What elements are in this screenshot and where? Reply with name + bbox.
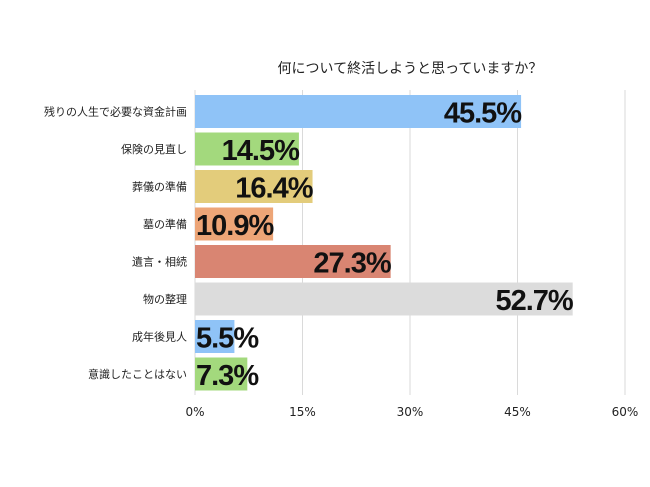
category-label: 保険の見直し <box>121 142 187 156</box>
x-tick-label: 15% <box>289 405 316 419</box>
bar-5 <box>195 282 573 316</box>
value-label: 45.5% <box>444 98 522 130</box>
bars <box>195 95 573 391</box>
bar-0 <box>195 95 522 128</box>
bar-1 <box>195 132 299 166</box>
x-tick-label: 30% <box>397 405 424 419</box>
value-label: 16.4% <box>235 173 313 205</box>
category-label: 成年後見人 <box>132 330 187 344</box>
bar-7 <box>195 357 248 391</box>
category-label: 墓の準備 <box>143 217 187 231</box>
x-tick-label: 60% <box>612 405 639 419</box>
x-tick-label: 0% <box>185 405 204 419</box>
category-labels: 残りの人生で必要な資金計画保険の見直し葬儀の準備墓の準備遺言・相続物の整理成年後… <box>44 105 187 382</box>
bar-4 <box>195 245 391 278</box>
category-label: 意識したことはない <box>88 367 187 381</box>
bar-2 <box>195 170 313 203</box>
value-label: 27.3% <box>313 248 391 280</box>
category-label: 葬儀の準備 <box>132 180 187 194</box>
value-label: 10.9% <box>196 210 274 242</box>
category-label: 残りの人生で必要な資金計画 <box>44 105 187 119</box>
x-tick-labels: 0% 15% 30% 45% 60% <box>185 405 638 419</box>
bar-6 <box>195 320 235 353</box>
value-label: 7.3% <box>196 360 259 392</box>
value-label: 5.5% <box>196 323 259 355</box>
value-labels: 45.5% 14.5% 16.4% 10.9% 27.3% 52.7% 5.5% 7.3% <box>196 98 575 393</box>
value-label: 52.7% <box>495 285 573 317</box>
bar-3 <box>195 207 274 241</box>
x-tick-label: 45% <box>504 405 531 419</box>
category-label: 物の整理 <box>143 292 187 306</box>
category-label: 遺言・相続 <box>132 255 187 269</box>
value-label: 14.5% <box>222 135 300 167</box>
chart-title: 何について終活しようと思っていますか？ <box>278 61 543 77</box>
